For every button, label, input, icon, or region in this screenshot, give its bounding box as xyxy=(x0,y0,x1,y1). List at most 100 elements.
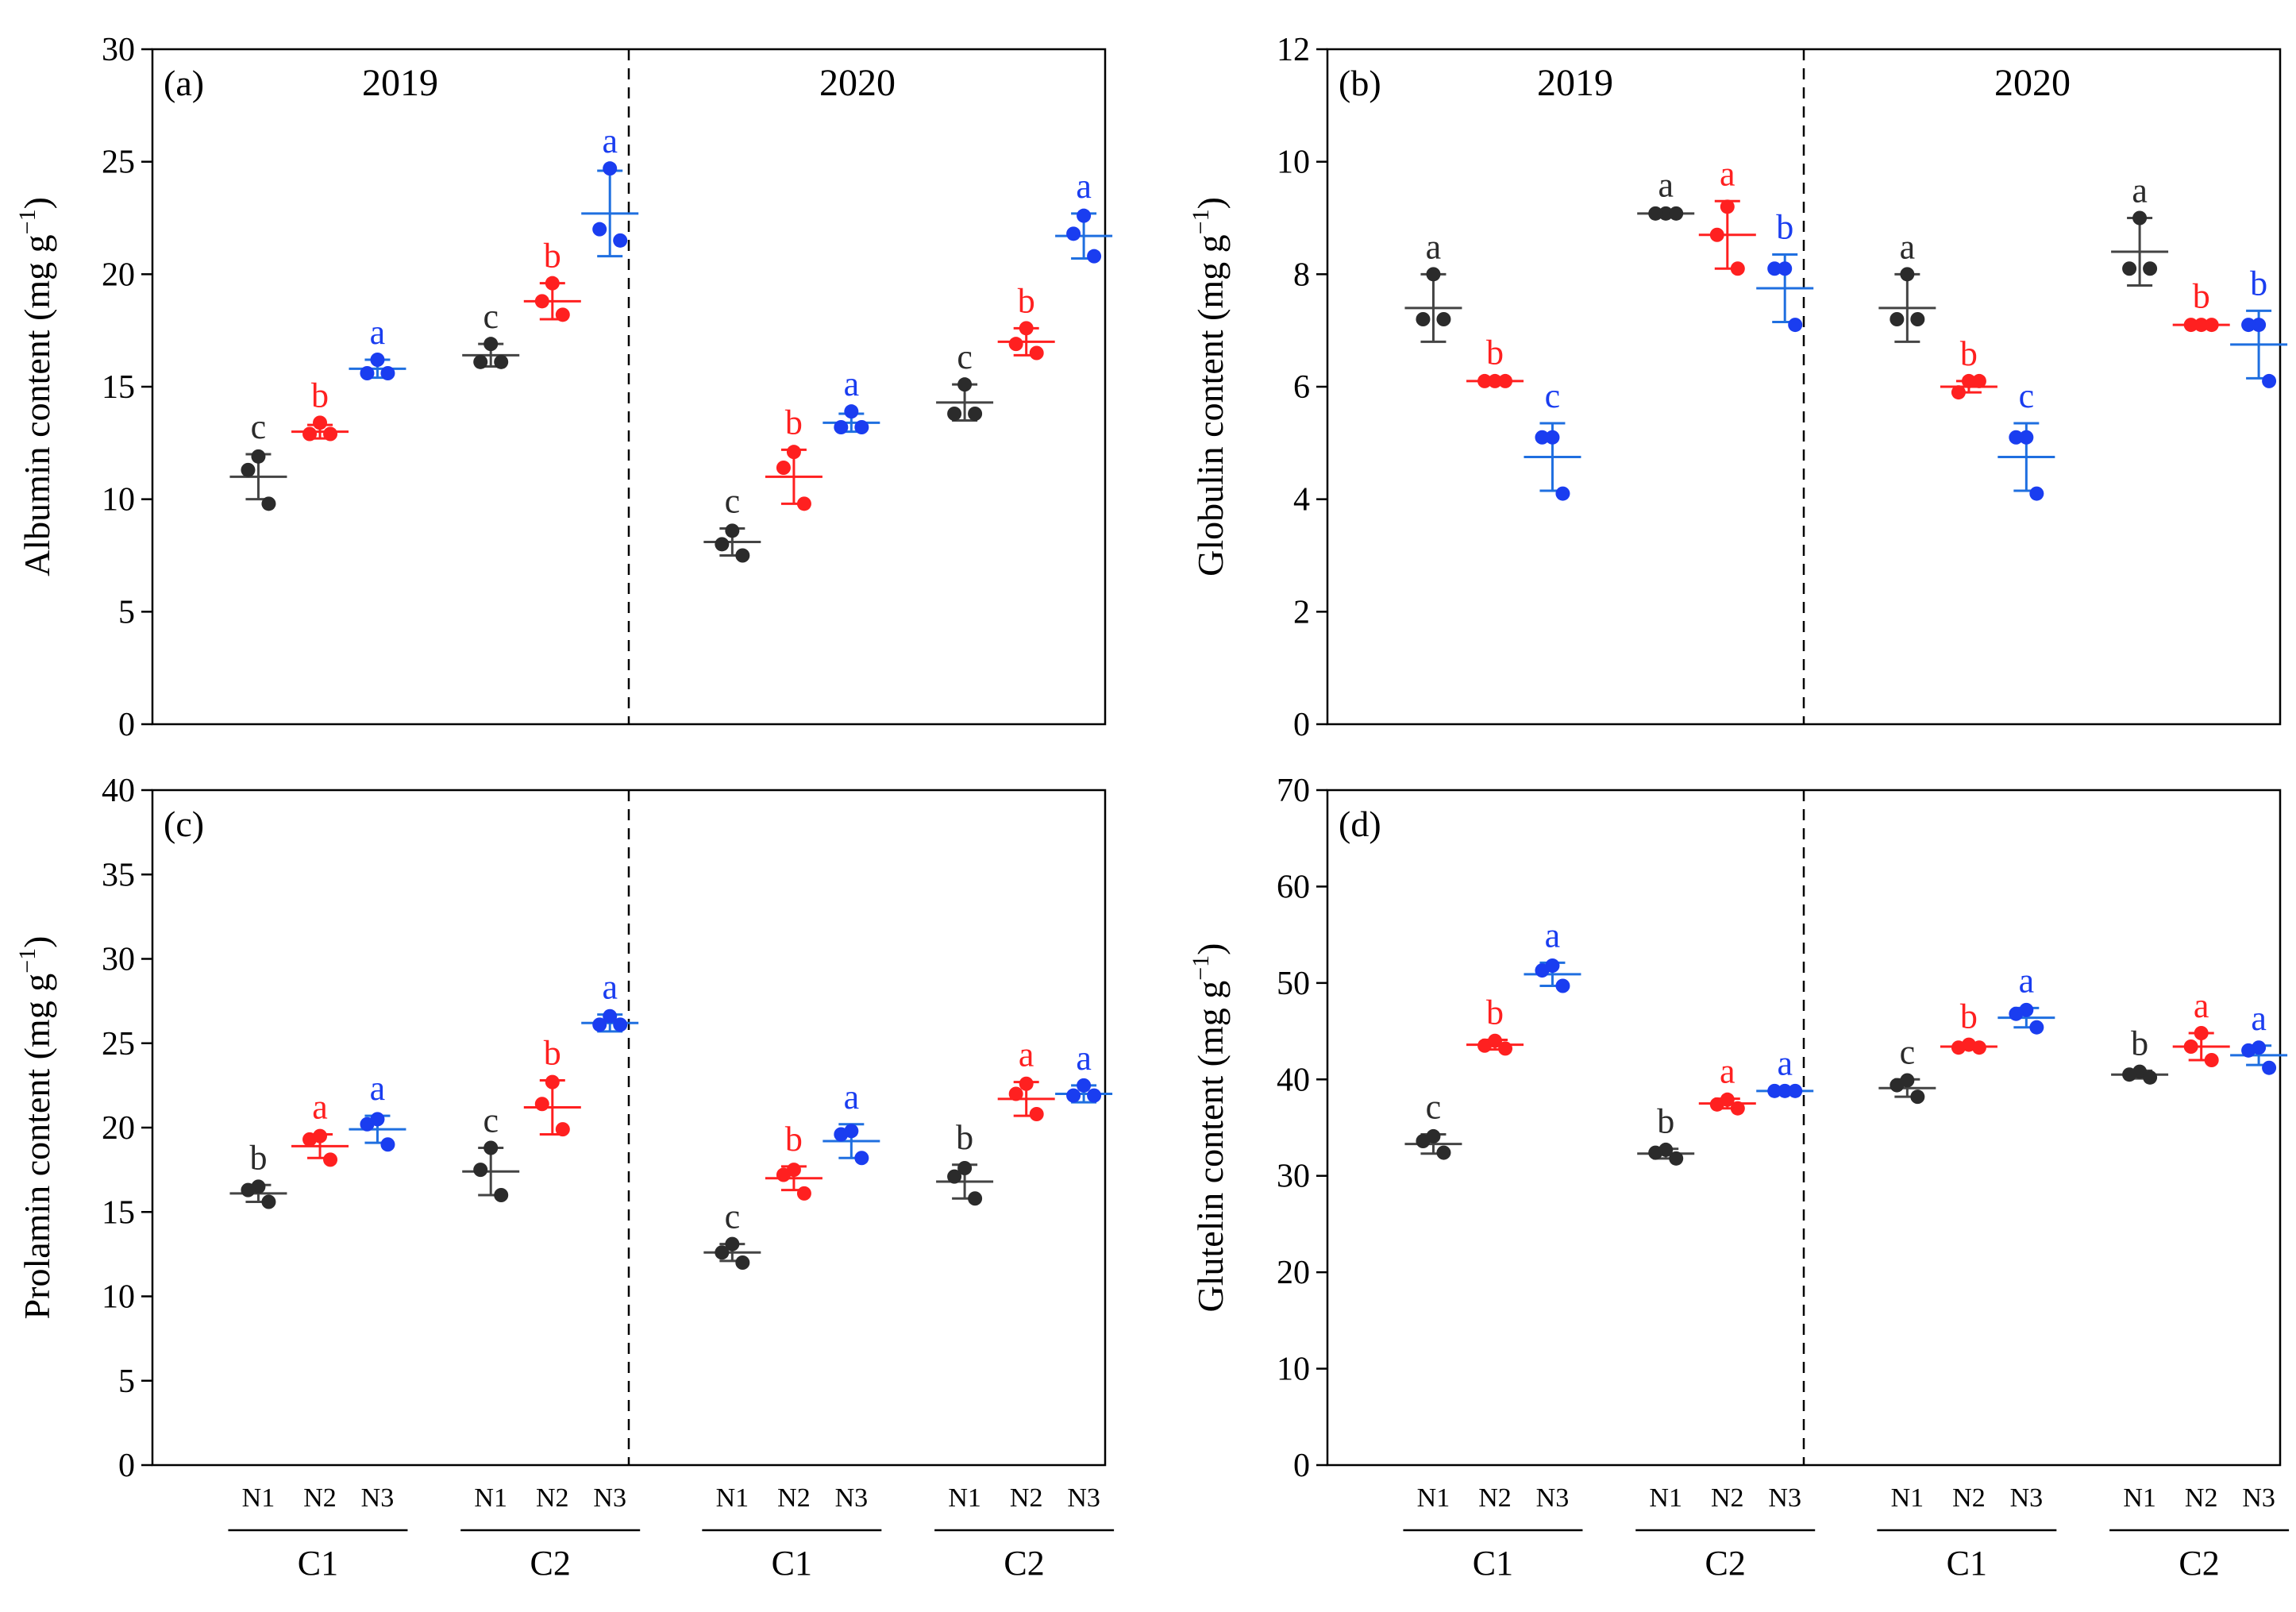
replicate-point xyxy=(1066,226,1081,241)
replicate-point xyxy=(834,1127,849,1142)
replicate-point xyxy=(494,1188,509,1202)
y-tick-label: 0 xyxy=(1293,707,1310,743)
y-tick-label: 10 xyxy=(102,482,135,519)
y-tick-label: 25 xyxy=(102,145,135,181)
replicate-point xyxy=(2009,1006,2024,1021)
y-tick-label: 5 xyxy=(118,594,135,631)
significance-letter: a xyxy=(844,1078,860,1116)
replicate-point xyxy=(2009,430,2024,445)
replicate-point xyxy=(1008,1086,1023,1101)
treatment-label: N3 xyxy=(1536,1483,1570,1513)
year-label: 2019 xyxy=(1537,62,1613,104)
significance-letter: b xyxy=(1018,281,1035,320)
replicate-point xyxy=(776,1167,791,1182)
replicate-point xyxy=(483,1140,499,1155)
replicate-point xyxy=(1648,206,1663,221)
y-tick-label: 15 xyxy=(102,1194,135,1231)
year-label: 2020 xyxy=(1994,62,2071,104)
replicate-point xyxy=(1498,1041,1513,1056)
treatment-label: N3 xyxy=(835,1483,869,1513)
cultivar-label: C1 xyxy=(1473,1544,1513,1583)
year-label: 2020 xyxy=(819,62,896,104)
replicate-point xyxy=(592,222,607,237)
replicate-point xyxy=(1669,206,1684,221)
y-tick-label: 35 xyxy=(102,857,135,893)
y-tick-label: 5 xyxy=(118,1363,135,1400)
significance-letter: c xyxy=(251,407,267,446)
replicate-point xyxy=(1477,373,1493,388)
panel-d: 0 10 20 30 40 50 60 70 Glutelin content (mg g−1)… xyxy=(1188,773,2290,1583)
significance-letter: c xyxy=(483,1101,499,1140)
replicate-point xyxy=(380,366,395,380)
replicate-point xyxy=(968,407,983,421)
replicate-point xyxy=(1709,1097,1724,1112)
significance-letter: b xyxy=(2131,1024,2148,1062)
significance-letter: b xyxy=(544,1034,561,1073)
significance-letter: a xyxy=(2194,986,2209,1025)
treatment-label: N3 xyxy=(2242,1483,2275,1513)
significance-letter: a xyxy=(370,1069,386,1108)
panel-a: 0 5 10 15 20 25 30 Albumin content (mg g−1) (a) 2… xyxy=(14,32,1113,743)
replicate-point xyxy=(2183,318,2198,333)
cultivar-label: C2 xyxy=(530,1544,571,1583)
treatment-label: N3 xyxy=(593,1483,626,1513)
replicate-point xyxy=(2194,1026,2209,1040)
significance-letter: b xyxy=(1776,208,1793,247)
replicate-point xyxy=(1019,1076,1034,1091)
replicate-point xyxy=(613,233,628,248)
replicate-point xyxy=(473,1163,488,1178)
y-axis-label: Glutelin content (mg g−1) xyxy=(1188,943,1231,1312)
replicate-point xyxy=(796,1186,811,1201)
replicate-point xyxy=(592,1017,607,1032)
replicate-point xyxy=(241,1182,256,1197)
replicate-point xyxy=(1535,430,1550,445)
replicate-point xyxy=(360,1116,375,1132)
y-axis-label-end: ) xyxy=(1190,197,1231,209)
replicate-point xyxy=(2029,1020,2044,1035)
replicate-point xyxy=(854,1151,869,1166)
replicate-point xyxy=(1961,373,1976,388)
replicate-point xyxy=(1535,963,1550,978)
treatment-label: N1 xyxy=(2123,1483,2156,1513)
replicate-point xyxy=(834,420,849,434)
replicate-point xyxy=(796,496,811,511)
replicate-point xyxy=(1951,385,1966,400)
replicate-point xyxy=(302,426,318,442)
significance-letter: c xyxy=(2019,376,2035,415)
y-tick-label: 0 xyxy=(118,1448,135,1484)
treatment-label: N1 xyxy=(242,1483,275,1513)
replicate-point xyxy=(1426,267,1441,282)
replicate-point xyxy=(2194,318,2209,333)
significance-letter: b xyxy=(311,376,329,415)
replicate-point xyxy=(957,377,973,392)
replicate-point xyxy=(725,523,740,538)
replicate-point xyxy=(735,1255,750,1270)
treatment-label: N2 xyxy=(1010,1483,1043,1513)
replicate-point xyxy=(545,1074,560,1089)
replicate-point xyxy=(534,1097,549,1112)
y-tick-label: 30 xyxy=(102,942,135,978)
panel-label: (c) xyxy=(164,804,204,844)
replicate-point xyxy=(555,307,570,322)
y-tick-label: 10 xyxy=(102,1279,135,1316)
replicate-point xyxy=(2122,1067,2137,1082)
replicate-point xyxy=(613,1017,628,1032)
replicate-point xyxy=(1008,337,1023,352)
significance-letter: b xyxy=(2250,264,2267,303)
replicate-point xyxy=(1077,208,1092,223)
y-tick-label: 10 xyxy=(1277,145,1310,181)
y-tick-label: 0 xyxy=(118,707,135,743)
replicate-point xyxy=(2241,318,2256,333)
y-tick-label: 4 xyxy=(1293,482,1310,519)
treatment-label: N2 xyxy=(777,1483,811,1513)
replicate-point xyxy=(1730,261,1745,276)
y-axis-label-sup: −1 xyxy=(1188,955,1214,981)
replicate-point xyxy=(1788,1083,1803,1098)
replicate-point xyxy=(2122,261,2137,276)
replicate-point xyxy=(1730,1101,1745,1116)
significance-letter: b xyxy=(785,403,803,442)
treatment-label: N1 xyxy=(1649,1483,1682,1513)
replicate-point xyxy=(2143,261,2158,276)
significance-letter: a xyxy=(1720,154,1735,193)
